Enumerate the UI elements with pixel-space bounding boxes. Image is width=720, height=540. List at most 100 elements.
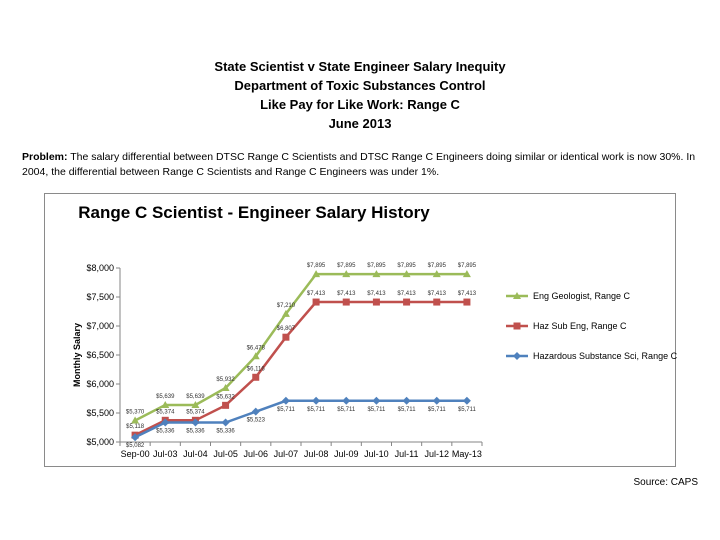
- data-label-0: $7,895: [397, 263, 416, 269]
- x-tick-label: May-13: [452, 449, 482, 459]
- y-tick-label: $7,500: [86, 292, 114, 302]
- header-line-4: June 2013: [328, 116, 392, 131]
- data-label-0: $7,895: [367, 263, 386, 269]
- legend-marker: [513, 352, 521, 360]
- data-point-0: [281, 309, 290, 317]
- x-tick-label: Jul-08: [304, 449, 329, 459]
- data-label-2: $5,523: [247, 418, 266, 424]
- data-label-2: $5,711: [398, 407, 417, 413]
- data-label-0: $5,932: [216, 377, 235, 383]
- y-tick-label: $8,000: [86, 263, 114, 273]
- x-tick-label: Jul-11: [395, 449, 419, 459]
- data-label-1: $6,807: [277, 326, 296, 332]
- data-point-0: [342, 270, 351, 278]
- data-label-0: $7,895: [458, 263, 477, 269]
- data-label-2: $5,711: [307, 407, 326, 413]
- data-point-2: [312, 396, 321, 405]
- data-label-2: $5,082: [126, 443, 145, 449]
- data-label-1: $5,374: [186, 409, 205, 415]
- y-tick-label: $6,000: [86, 379, 114, 389]
- legend-label: Haz Sub Eng, Range C: [533, 321, 627, 331]
- header-line-2: Department of Toxic Substances Control: [234, 78, 486, 93]
- data-point-0: [402, 270, 411, 278]
- legend-marker: [513, 292, 521, 299]
- data-label-2: $5,711: [367, 407, 386, 413]
- chart-title: Range C Scientist - Engineer Salary Hist…: [78, 203, 430, 222]
- data-label-2: $5,336: [186, 429, 205, 435]
- problem-statement: Problem: The salary differential between…: [22, 150, 702, 180]
- data-label-1: $7,413: [307, 291, 326, 297]
- data-point-1: [433, 298, 441, 306]
- data-label-0: $7,210: [277, 303, 296, 309]
- series-line-1: [134, 300, 467, 437]
- y-axis-label: Monthly Salary: [72, 323, 82, 387]
- x-tick-label: Jul-10: [364, 449, 389, 459]
- problem-text: The salary differential between DTSC Ran…: [22, 151, 696, 178]
- data-point-1: [342, 298, 350, 306]
- x-tick-label: Jul-07: [274, 449, 299, 459]
- data-label-0: $7,895: [337, 263, 356, 269]
- x-tick-label: Sep-00: [121, 449, 150, 459]
- data-label-2: $5,711: [458, 407, 477, 413]
- data-label-1: $7,413: [428, 291, 447, 297]
- series-line-2: [134, 399, 467, 439]
- data-label-2: $5,711: [337, 407, 356, 413]
- data-point-1: [282, 333, 290, 341]
- chart-frame: [44, 193, 676, 467]
- data-point-2: [342, 396, 351, 405]
- data-point-2: [372, 396, 381, 405]
- x-tick-label: Jul-05: [213, 449, 238, 459]
- y-tick-label: $5,000: [86, 437, 114, 447]
- data-point-2: [402, 396, 411, 405]
- data-point-1: [252, 373, 260, 381]
- data-point-1: [463, 298, 471, 306]
- data-point-0: [191, 400, 200, 408]
- data-point-1: [372, 298, 380, 306]
- y-tick-label: $6,500: [86, 350, 114, 360]
- data-point-1: [222, 401, 230, 409]
- data-point-0: [372, 270, 381, 278]
- data-point-0: [462, 270, 471, 278]
- data-label-0: $6,478: [247, 345, 266, 351]
- data-point-2: [432, 396, 441, 405]
- data-point-0: [251, 352, 260, 360]
- data-point-2: [281, 396, 290, 405]
- data-label-1: $5,374: [156, 409, 175, 415]
- source-note: Source: CAPS: [633, 477, 698, 488]
- data-point-2: [191, 418, 200, 427]
- header-line-3: Like Pay for Like Work: Range C: [260, 97, 460, 112]
- data-point-1: [403, 298, 411, 306]
- x-tick-label: Jul-09: [334, 449, 359, 459]
- data-label-0: $5,370: [126, 410, 145, 416]
- legend-marker: [513, 322, 521, 330]
- data-label-1: $7,413: [458, 291, 477, 297]
- data-point-2: [221, 418, 230, 427]
- data-label-2: $5,711: [277, 407, 296, 413]
- data-label-2: $5,711: [428, 407, 447, 413]
- data-point-0: [312, 270, 321, 278]
- data-point-2: [131, 433, 140, 442]
- y-tick-label: $7,000: [86, 321, 114, 331]
- data-point-0: [161, 400, 170, 408]
- data-label-1: $7,413: [397, 291, 416, 297]
- legend-label: Eng Geologist, Range C: [533, 291, 631, 301]
- x-tick-label: Jul-04: [183, 449, 208, 459]
- series-line-0: [134, 272, 467, 422]
- x-tick-label: Jul-06: [243, 449, 268, 459]
- data-point-2: [251, 407, 260, 416]
- data-label-0: $5,639: [186, 394, 205, 400]
- data-label-0: $7,895: [428, 263, 447, 269]
- x-tick-label: Jul-03: [153, 449, 178, 459]
- data-point-0: [432, 270, 441, 278]
- y-tick-label: $5,500: [86, 408, 114, 418]
- problem-label: Problem:: [22, 151, 68, 163]
- x-tick-label: Jul-12: [424, 449, 449, 459]
- data-label-1: $5,632: [216, 394, 235, 400]
- data-label-1: $5,118: [126, 424, 145, 430]
- data-point-2: [462, 396, 471, 405]
- legend-label: Hazardous Substance Sci, Range C: [533, 351, 678, 361]
- data-point-1: [312, 298, 320, 306]
- data-label-2: $5,336: [216, 429, 235, 435]
- data-label-1: $7,413: [337, 291, 356, 297]
